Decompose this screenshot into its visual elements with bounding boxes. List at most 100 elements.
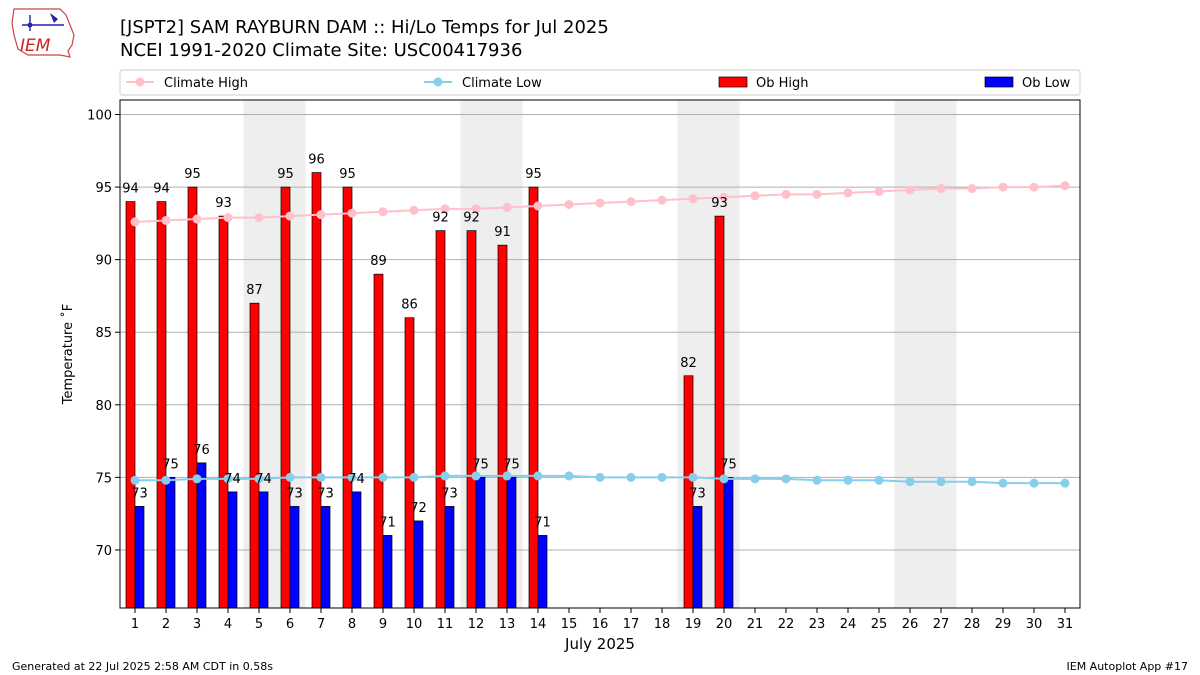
ob-high-value-label: 95 [184,167,201,182]
ob-high-bar [497,244,508,609]
climate-low-point [533,471,543,481]
ob-high-value-label: 95 [525,167,542,182]
ob-high-value-label: 94 [153,182,170,197]
x-tick-label: 6 [286,617,294,632]
ob-low-bar [258,491,269,609]
ob-high-value-label: 91 [494,225,511,240]
ob-low-value-label: 73 [317,486,334,501]
ob-low-value-label: 75 [720,457,737,472]
ob-high-value-label: 93 [711,196,728,211]
climate-high-point [409,205,419,215]
ob-high-bar [187,186,198,609]
y-axis-label: Temperature ˚F [60,304,76,405]
climate-low-point [595,472,605,482]
ob-high-value-label: 82 [680,356,697,371]
ob-low-bar [227,491,238,609]
x-tick-label: 19 [685,617,702,632]
x-tick-label: 27 [933,617,950,632]
ob-low-value-label: 73 [131,486,148,501]
logo-text: IEM [20,36,51,56]
ob-high-value-label: 86 [401,298,418,313]
ob-high-bar [311,172,322,609]
ob-low-bar [444,506,455,609]
climate-low-point [688,472,698,482]
climate-low-point [316,472,326,482]
climate-low-point [192,474,202,484]
x-tick-label: 5 [255,617,263,632]
ob-high-bar [249,302,260,609]
climate-high-point [130,217,140,227]
x-tick-label: 7 [317,617,325,632]
climate-high-point [192,214,202,224]
y-tick-label: 90 [95,254,112,269]
climate-high-point [843,188,853,198]
climate-low-point [223,474,233,484]
climate-high-point [998,182,1008,192]
climate-low-point [1029,478,1039,488]
x-tick-label: 1 [131,617,139,632]
climate-low-point [471,471,481,481]
legend-label: Ob Low [1022,76,1071,91]
ob-high-value-label: 92 [463,211,480,226]
climate-lines [130,181,1070,488]
ob-high-value-label: 96 [308,153,325,168]
legend-bar-swatch [984,76,1014,88]
climate-high-point [657,195,667,205]
ob-low-value-label: 74 [255,472,272,487]
bar-value-labels: 94 73 94 75 95 76 93 74 87 74 95 73 96 73 95 74 89 71 86 72… [122,153,737,531]
ob-low-value-label: 73 [689,486,706,501]
ob-low-bar [723,477,734,609]
ob-low-bar [289,506,300,609]
y-tick-label: 80 [95,399,112,414]
climate-high-point [316,210,326,220]
ob-high-bar [466,230,477,609]
app-credit: IEM Autoplot App #17 [1066,660,1189,673]
climate-low-point [874,475,884,485]
ob-high-bar [125,201,136,609]
climate-high-point [564,200,574,210]
climate-high-point [161,215,171,225]
ob-high-value-label: 92 [432,211,449,226]
x-tick-label: 15 [561,617,578,632]
climate-high-point [533,201,543,211]
ob-low-value-label: 75 [162,457,179,472]
climate-low-point [440,471,450,481]
generated-timestamp: Generated at 22 Jul 2025 2:58 AM CDT in … [12,660,273,673]
ob-low-value-label: 76 [193,443,210,458]
ob-low-bar [413,520,424,609]
x-tick-label: 20 [716,617,733,632]
chart-subtitle: NCEI 1991-2020 Climate Site: USC00417936 [120,40,523,61]
ob-low-value-label: 74 [348,472,365,487]
climate-high-point [719,192,729,202]
y-tick-label: 95 [95,181,112,196]
ob-high-value-label: 95 [339,167,356,182]
ob-high-bar [435,230,446,609]
x-tick-label: 4 [224,617,232,632]
ob-low-value-label: 71 [379,515,396,530]
x-tick-label: 11 [437,617,454,632]
ob-low-value-label: 73 [286,486,303,501]
x-tick-label: 14 [530,617,547,632]
x-tick-label: 9 [379,617,387,632]
climate-high-point [502,202,512,212]
ob-high-bar [218,215,229,609]
x-axis-label: July 2025 [564,635,635,653]
legend: Climate High Climate Low Ob High Ob Low [119,69,1081,96]
x-tick-label: 26 [902,617,919,632]
x-tick-label: 16 [592,617,609,632]
climate-high-point [471,204,481,214]
ob-high-bar [280,186,291,609]
ob-high-value-label: 93 [215,196,232,211]
ob-low-bar [692,506,703,609]
climate-low-point [781,474,791,484]
ob-high-bar [156,201,167,609]
legend-label: Climate Low [462,76,542,91]
x-tick-label: 29 [995,617,1012,632]
chart-title: [JSPT2] SAM RAYBURN DAM :: Hi/Lo Temps f… [120,17,609,38]
climate-high-point [688,194,698,204]
climate-high-point [440,204,450,214]
climate-low-point [378,472,388,482]
x-tick-label: 21 [747,617,764,632]
